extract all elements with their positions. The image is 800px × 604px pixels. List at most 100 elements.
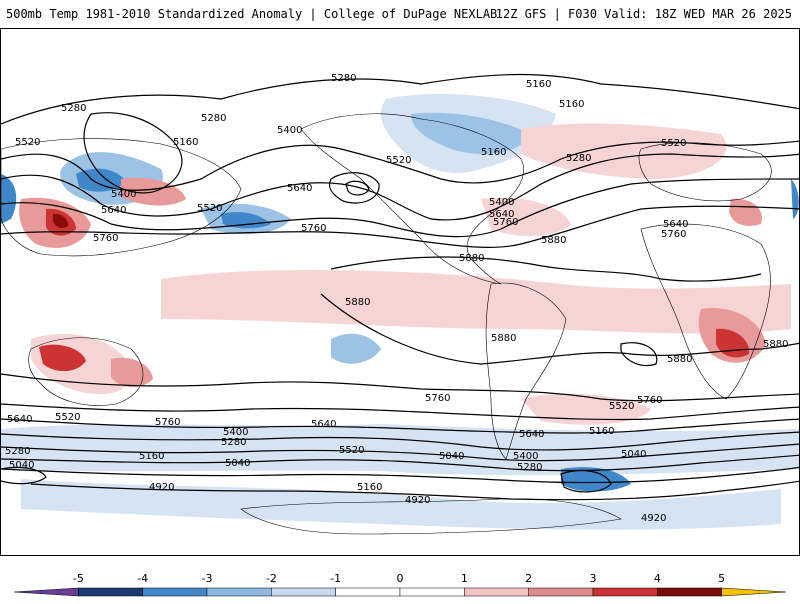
contour-label-5520-b: 5520 [386, 155, 411, 166]
contour-label-5400-c: 5400 [489, 197, 514, 208]
warm-anomaly-tropics [161, 269, 791, 334]
contour-label-5160-a: 5160 [526, 79, 551, 90]
colorbar-segment [657, 587, 722, 597]
contour-label-5640-b: 5640 [101, 205, 126, 216]
cold-anomaly-left-edge [1, 174, 17, 224]
colorbar-svg: -5 -4 -3 -2 -1 0 1 2 3 4 5 [13, 572, 787, 597]
contour-label-5160-b: 5160 [559, 99, 584, 110]
contour-label-5040-d: 5040 [621, 449, 646, 460]
contour-5400 [1, 140, 799, 191]
contour-label-4920-a: 4920 [149, 482, 174, 493]
map-title: 500mb Temp 1981-2010 Standardized Anomal… [6, 7, 498, 21]
warm-anomaly-asia-extreme [53, 213, 69, 228]
contour-label-4920-b: 4920 [405, 495, 430, 506]
contour-s-africa [620, 342, 658, 367]
contour-closed-low-satl [560, 470, 612, 493]
contour-label-5760-e: 5760 [155, 417, 180, 428]
colorbar-segment [721, 587, 787, 597]
contour-label-5640-g: 5640 [519, 429, 544, 440]
cold-anomaly-npac-core [76, 168, 126, 192]
warm-anomaly-india [729, 198, 762, 226]
contour-label-5160-e: 5160 [139, 451, 164, 462]
north-america-outline [300, 113, 524, 285]
cold-anomaly-canada-mid [411, 112, 531, 154]
contour-label-5880-c: 5880 [345, 297, 370, 308]
contour-label-5880-e: 5880 [667, 354, 692, 365]
contour-4920-south [30, 480, 799, 501]
australia-outline [28, 337, 144, 406]
header: 500mb Temp 1981-2010 Standardized Anomal… [0, 0, 800, 28]
contour-5760 [1, 205, 799, 248]
colorbar-tick-labels: -5 -4 -3 -2 -1 0 1 2 3 4 5 [73, 572, 725, 585]
contour-label-5160-c: 5160 [173, 137, 198, 148]
antarctica-outline [240, 498, 622, 535]
contour-5520-south [1, 418, 799, 434]
contour-label-5280-c: 5280 [201, 113, 226, 124]
contour-5280-north [1, 73, 799, 125]
contour-label-5760-b: 5760 [301, 223, 326, 234]
contour-label-5880-d: 5880 [491, 333, 516, 344]
colorbar-tick-label: -5 [73, 572, 84, 585]
contour-label-5520-d: 5520 [661, 138, 686, 149]
contour-label-5160-f: 5160 [357, 482, 382, 493]
contour-label-5280-d: 5280 [566, 153, 591, 164]
contour-5760-south [1, 373, 799, 402]
contour-label-5040-b: 5040 [225, 458, 250, 469]
asia-outline [1, 138, 242, 257]
map-panel: 5280 5280 5280 5280 5160 5160 5160 5160 … [0, 28, 800, 556]
colorbar-tick-label: 1 [461, 572, 468, 585]
cold-anomaly-antarctic [21, 479, 781, 530]
contour-label-5400-b: 5400 [111, 189, 136, 200]
contour-label-5760-d: 5760 [661, 229, 686, 240]
contour-label-5880-f: 5880 [763, 339, 788, 350]
cold-anomaly-spac [331, 333, 381, 364]
contour-label-5640-a: 5640 [287, 183, 312, 194]
warm-anomaly-australia-east [111, 357, 153, 388]
contour-label-5400-d: 5400 [223, 427, 248, 438]
contour-label-5520-e: 5520 [55, 412, 80, 423]
colorbar-segment [78, 587, 143, 597]
contour-label-5040-a: 5040 [9, 460, 34, 471]
colorbar-segment [399, 587, 465, 597]
colorbar-segment [142, 587, 208, 597]
contour-labels: 5280 5280 5280 5280 5160 5160 5160 5160 … [5, 73, 788, 524]
contour-label-5880-a: 5880 [541, 235, 566, 246]
contour-label-5760-f: 5760 [425, 393, 450, 404]
contour-label-5280-e: 5280 [5, 446, 30, 457]
map-canvas: 5280 5280 5280 5280 5160 5160 5160 5160 … [1, 73, 799, 535]
contour-label-5280-b: 5280 [61, 103, 86, 114]
colorbar-segment [592, 587, 658, 597]
contour-label-5160-g: 5160 [589, 426, 614, 437]
contour-label-5520-a: 5520 [15, 137, 40, 148]
colorbar-tick-label: -2 [266, 572, 277, 585]
contour-5640 [1, 178, 799, 238]
contour-label-5640-c: 5640 [489, 209, 514, 220]
contour-5040-south [1, 466, 799, 484]
cold-anomaly-right-edge [791, 179, 799, 219]
contour-5880-north [330, 256, 762, 282]
warm-anomaly-australia-core [39, 344, 86, 372]
colorbar-legend: -5 -4 -3 -2 -1 0 1 2 3 4 5 [0, 560, 800, 600]
colorbar-segment [528, 587, 594, 597]
colorbar-tick-label: 4 [654, 572, 661, 585]
warm-anomaly-n-atlantic [521, 123, 727, 179]
colorbar-segments [13, 587, 787, 597]
contour-5880-south [320, 293, 799, 365]
warm-anomaly-s-atlantic [521, 393, 651, 425]
model-run-info: 12Z GFS | F030 Valid: 18Z WED MAR 26 202… [495, 7, 792, 21]
contour-5400-south [1, 431, 799, 451]
cold-anomaly-south-atl [561, 467, 631, 492]
contour-closed-low-pac-inner [345, 180, 370, 196]
contour-label-5040-c: 5040 [439, 451, 464, 462]
contour-label-5760-g: 5760 [637, 395, 662, 406]
contour-label-5640-d: 5640 [663, 219, 688, 230]
cold-anomaly-southern-band [1, 424, 799, 476]
contour-label-5520-f: 5520 [339, 445, 364, 456]
colorbar-segment [335, 587, 401, 597]
colorbar-segment [206, 587, 272, 597]
contour-label-5160-d: 5160 [481, 147, 506, 158]
height-contours [1, 73, 799, 501]
colorbar-segment [464, 587, 529, 597]
coastlines [1, 113, 772, 535]
contour-5520 [1, 153, 799, 221]
